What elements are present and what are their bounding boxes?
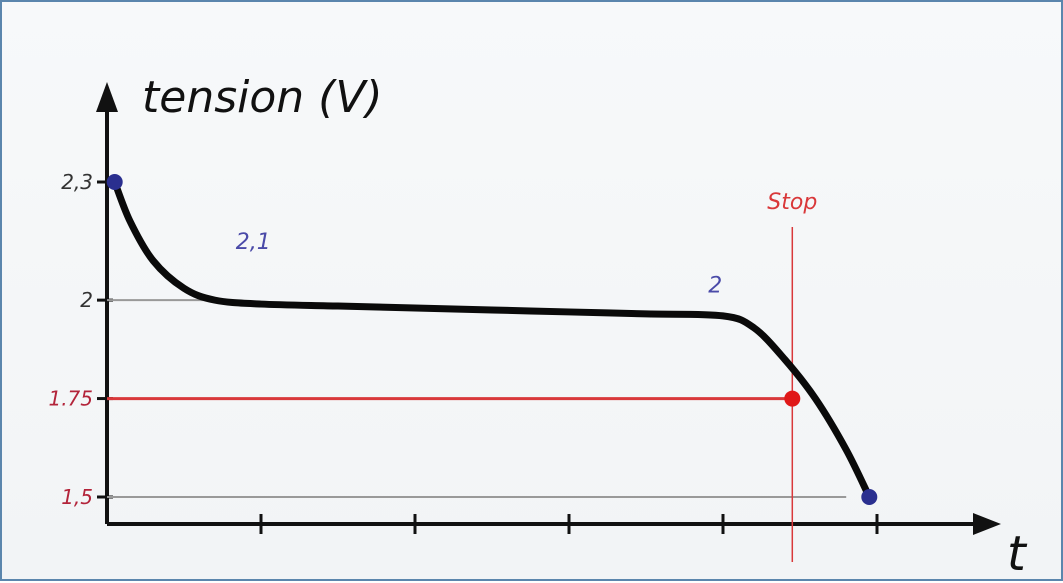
y-tick-label: 2,3 [61, 170, 93, 194]
x-axis-title: t [1007, 526, 1028, 582]
voltage-curve [111, 178, 873, 501]
annotation-label: 2,1 [236, 230, 271, 255]
y-tick-label: 1.75 [48, 387, 93, 411]
annotation-label: 2 [708, 273, 722, 298]
y-tick-label: 2 [80, 288, 93, 312]
data-point [861, 489, 878, 505]
y-axis-arrow [96, 82, 118, 112]
y-axis-title: tension (V) [142, 72, 383, 123]
data-point [106, 174, 123, 190]
stop-label: Stop [767, 190, 817, 215]
y-tick-label: 1,5 [61, 485, 93, 509]
x-axis-arrow [973, 513, 1001, 535]
data-point [784, 390, 801, 407]
